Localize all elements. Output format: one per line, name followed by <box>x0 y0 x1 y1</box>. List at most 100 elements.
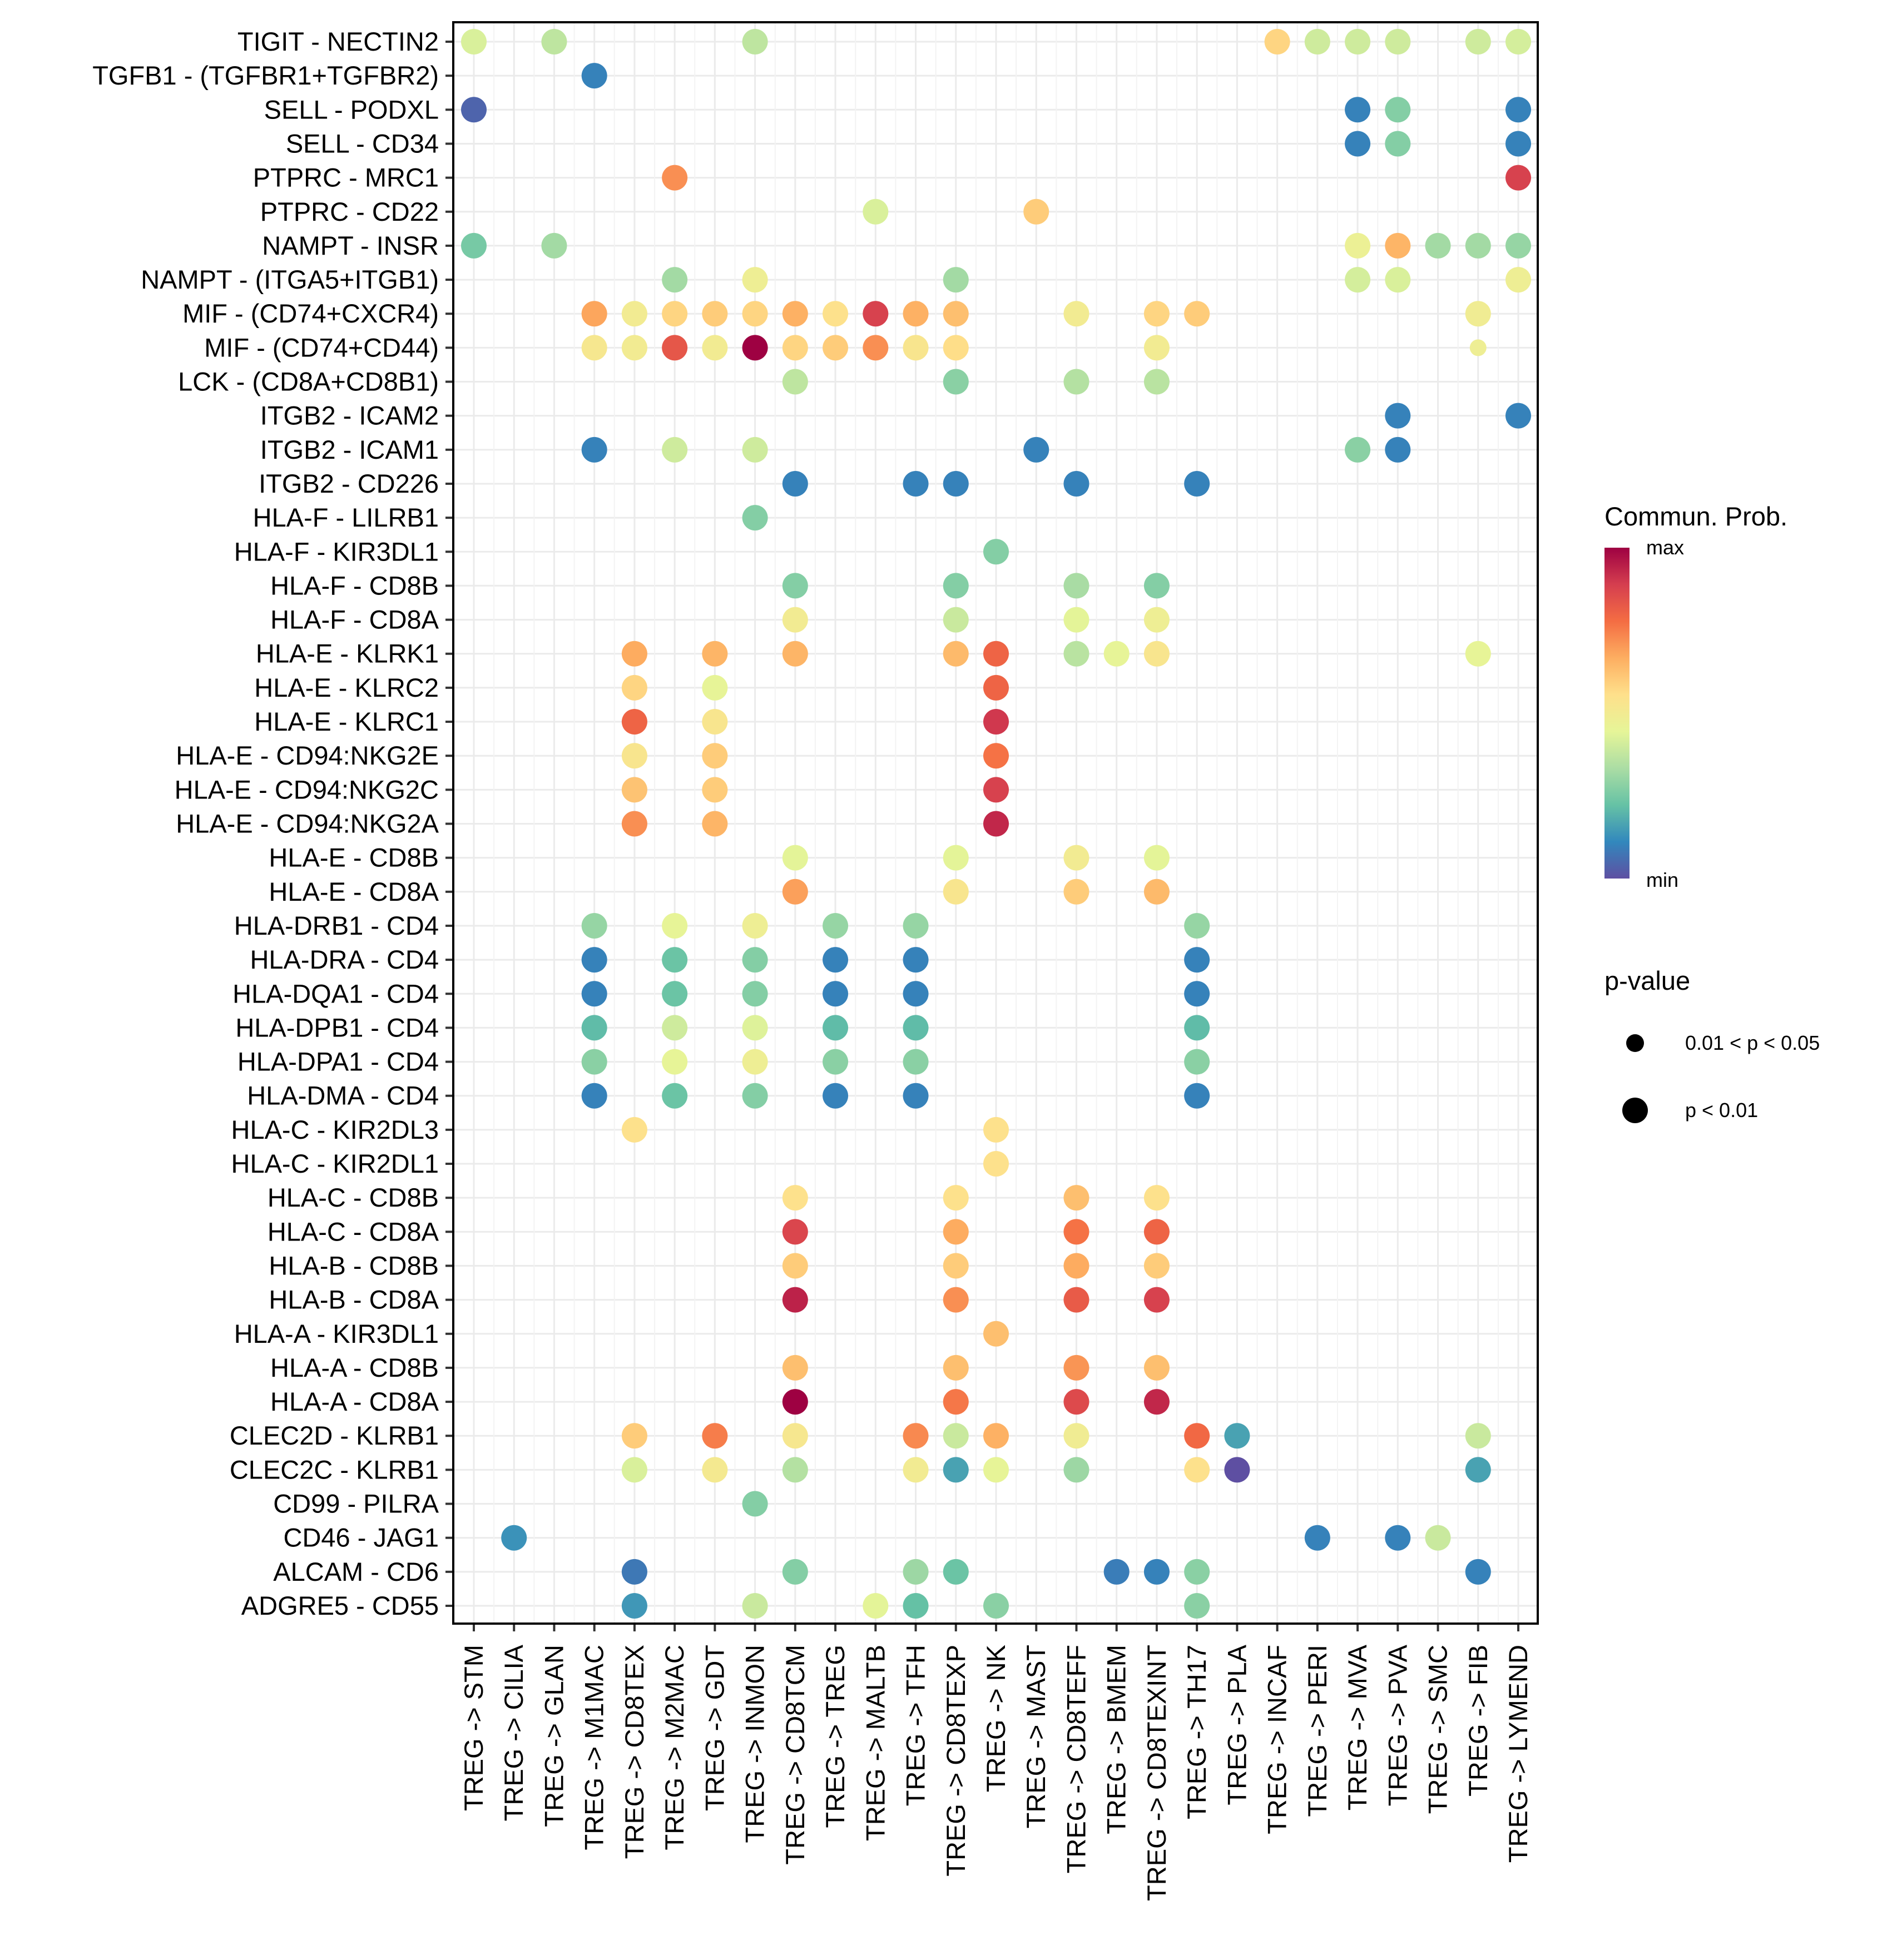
data-point <box>1063 1354 1089 1381</box>
y-tick-label: HLA-DMA - CD4 <box>247 1081 439 1110</box>
x-tick-label: TREG -> TH17 <box>1182 1645 1211 1819</box>
data-point <box>541 232 567 259</box>
data-point <box>943 1354 969 1381</box>
y-tick-label: PTPRC - CD22 <box>260 197 439 226</box>
data-point <box>742 1015 768 1041</box>
y-tick-label: HLA-E - KLRC2 <box>254 673 439 702</box>
x-tick-label: TREG -> TREG <box>820 1645 850 1828</box>
legend: Commun. Prob. max min p-value 0.01 < p <… <box>1604 502 1820 1123</box>
data-point <box>903 1015 929 1041</box>
data-point <box>1505 165 1531 191</box>
data-point <box>461 97 487 123</box>
data-point <box>1184 470 1210 497</box>
data-point <box>742 1049 768 1075</box>
data-point <box>1063 470 1089 497</box>
y-tick-label: CLEC2D - KLRB1 <box>230 1421 439 1450</box>
y-tick-label: TGFB1 - (TGFBR1+TGFBR2) <box>92 61 439 90</box>
data-point <box>621 1593 647 1619</box>
data-point <box>1063 1185 1089 1211</box>
data-point <box>782 301 808 327</box>
data-point <box>782 879 808 905</box>
data-point <box>1143 1253 1170 1279</box>
data-point <box>943 1389 969 1415</box>
data-point <box>461 232 487 259</box>
data-point <box>702 335 728 361</box>
data-point <box>1143 1389 1170 1415</box>
data-point <box>1143 641 1170 667</box>
data-point <box>903 1083 929 1109</box>
data-point <box>823 1015 849 1041</box>
x-tick-label: TREG -> FIB <box>1463 1645 1493 1797</box>
data-point <box>1345 97 1371 123</box>
data-point <box>581 1083 607 1109</box>
data-point <box>943 607 969 633</box>
x-tick-label: TREG -> CD8TEX <box>620 1645 649 1859</box>
x-tick-label: TREG -> MAST <box>1021 1645 1051 1828</box>
data-point <box>1063 879 1089 905</box>
data-point <box>621 674 647 701</box>
y-tick-label: LCK - (CD8A+CD8B1) <box>178 367 439 396</box>
data-point <box>1224 1457 1250 1483</box>
data-point <box>863 301 889 327</box>
data-point <box>943 1559 969 1585</box>
data-point <box>1063 845 1089 871</box>
data-point <box>983 777 1009 803</box>
data-point <box>903 1423 929 1449</box>
data-point <box>1184 1593 1210 1619</box>
panel-border <box>452 21 1539 1625</box>
data-point <box>662 1049 688 1075</box>
data-point <box>863 1593 889 1619</box>
data-point <box>782 607 808 633</box>
y-axis-labels: TIGIT - NECTIN2 TGFB1 - (TGFBR1+TGFBR2) SE… <box>92 27 453 1620</box>
data-point <box>621 1457 647 1483</box>
data-point <box>1063 573 1089 599</box>
y-tick-label: HLA-C - KIR2DL3 <box>231 1115 439 1144</box>
data-point <box>782 845 808 871</box>
data-point <box>461 29 487 54</box>
data-point <box>983 641 1009 667</box>
data-point <box>501 1525 527 1551</box>
data-point <box>1184 1457 1210 1483</box>
data-point <box>943 879 969 905</box>
data-point <box>782 1287 808 1313</box>
data-point <box>943 470 969 497</box>
y-tick-label: HLA-DRA - CD4 <box>250 945 439 974</box>
data-point <box>1385 29 1411 54</box>
data-point <box>621 335 647 361</box>
data-point <box>1143 1185 1170 1211</box>
x-tick-label: TREG -> CD8TEXP <box>941 1645 970 1877</box>
data-point <box>1103 1559 1130 1585</box>
data-point <box>1063 1457 1089 1483</box>
x-tick-label: TREG -> GLAN <box>539 1645 568 1827</box>
size-legend-large-dot <box>1622 1098 1648 1123</box>
x-tick-label: TREG -> M1MAC <box>580 1645 609 1850</box>
data-point <box>742 1491 768 1517</box>
data-point <box>1184 1423 1210 1449</box>
data-point <box>1184 1015 1210 1041</box>
data-point <box>742 335 768 361</box>
data-point <box>742 1593 768 1619</box>
data-point <box>1385 1525 1411 1551</box>
x-tick-label: TREG -> MVA <box>1343 1644 1372 1810</box>
x-tick-label: TREG -> PVA <box>1383 1644 1412 1806</box>
data-point <box>943 1253 969 1279</box>
data-point <box>1224 1423 1250 1449</box>
x-tick-label: TREG -> CD8TEXINT <box>1142 1645 1171 1901</box>
y-tick-label: CD99 - PILRA <box>273 1489 439 1519</box>
data-point <box>782 1559 808 1585</box>
data-point <box>581 1049 607 1075</box>
data-point <box>782 1457 808 1483</box>
data-point <box>1469 339 1487 356</box>
data-point <box>621 743 647 769</box>
data-point <box>662 165 688 191</box>
data-point <box>1184 1083 1210 1109</box>
data-point <box>903 1457 929 1483</box>
x-tick-label: TREG -> STM <box>459 1645 488 1811</box>
x-tick-label: TREG -> BMEM <box>1102 1645 1131 1834</box>
data-point <box>662 981 688 1007</box>
data-point <box>863 199 889 225</box>
y-tick-label: HLA-B - CD8A <box>269 1285 439 1314</box>
data-point <box>1023 436 1049 463</box>
data-point <box>782 573 808 599</box>
